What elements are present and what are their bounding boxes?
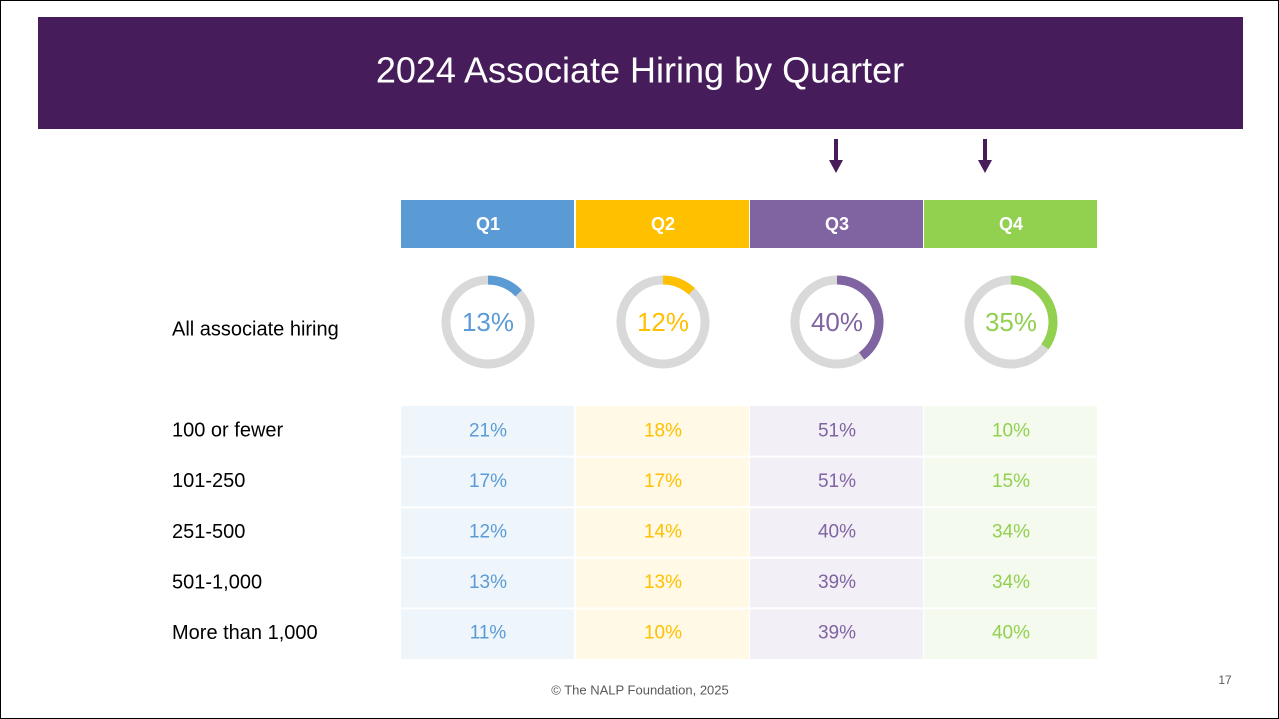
donut-arc xyxy=(662,275,695,295)
cell: 21% xyxy=(469,420,507,441)
donut-label: 35% xyxy=(985,307,1037,337)
quarter-label: Q4 xyxy=(999,214,1023,234)
cell: 40% xyxy=(992,623,1030,644)
cell: 17% xyxy=(644,471,682,492)
arrow-head xyxy=(978,160,992,173)
column-tint xyxy=(750,406,923,659)
row-label: 101-250 xyxy=(172,470,245,492)
header-bar xyxy=(38,17,1243,129)
footer: © The NALP Foundation, 2025 xyxy=(551,682,729,697)
donut-label: 40% xyxy=(811,307,863,337)
cell: 10% xyxy=(644,623,682,644)
cell: 14% xyxy=(644,522,682,543)
cell: 18% xyxy=(644,420,682,441)
cell: 17% xyxy=(469,471,507,492)
page-number: 17 xyxy=(1218,673,1232,687)
donut-arc xyxy=(487,275,522,297)
cell: 51% xyxy=(818,471,856,492)
donut-label: 12% xyxy=(637,307,689,337)
row-label: 251-500 xyxy=(172,521,245,543)
donut-label: 13% xyxy=(462,307,514,337)
cell: 51% xyxy=(818,420,856,441)
cell: 13% xyxy=(469,572,507,593)
donut-arc xyxy=(836,275,884,360)
cell: 34% xyxy=(992,572,1030,593)
column-tint xyxy=(401,406,574,659)
row-label: 501-1,000 xyxy=(172,571,262,593)
cell: 39% xyxy=(818,623,856,644)
cell: 13% xyxy=(644,572,682,593)
arrow-shaft xyxy=(834,139,838,162)
slide-title: 2024 Associate Hiring by Quarter xyxy=(376,50,904,91)
quarter-label: Q3 xyxy=(825,214,849,234)
quarter-header xyxy=(401,200,574,248)
row-label: 100 or fewer xyxy=(172,420,284,442)
column-tint xyxy=(576,406,749,659)
quarter-label: Q1 xyxy=(476,214,500,234)
cell: 39% xyxy=(818,572,856,593)
cell: 40% xyxy=(818,522,856,543)
row-label: All associate hiring xyxy=(172,318,339,340)
quarter-header xyxy=(924,200,1097,248)
arrows xyxy=(829,139,992,173)
column-tint xyxy=(924,406,1097,659)
quarter-header xyxy=(750,200,923,248)
cell: 10% xyxy=(992,420,1030,441)
quarter-label: Q2 xyxy=(651,214,675,234)
arrow-head xyxy=(829,160,843,173)
cell: 34% xyxy=(992,522,1030,543)
arrow-shaft xyxy=(983,139,987,162)
cell: 15% xyxy=(992,471,1030,492)
quarter-header xyxy=(576,200,749,248)
cell: 11% xyxy=(470,623,507,644)
cell: 12% xyxy=(469,522,507,543)
row-label: More than 1,000 xyxy=(172,622,318,644)
donut-arc xyxy=(1010,275,1058,350)
